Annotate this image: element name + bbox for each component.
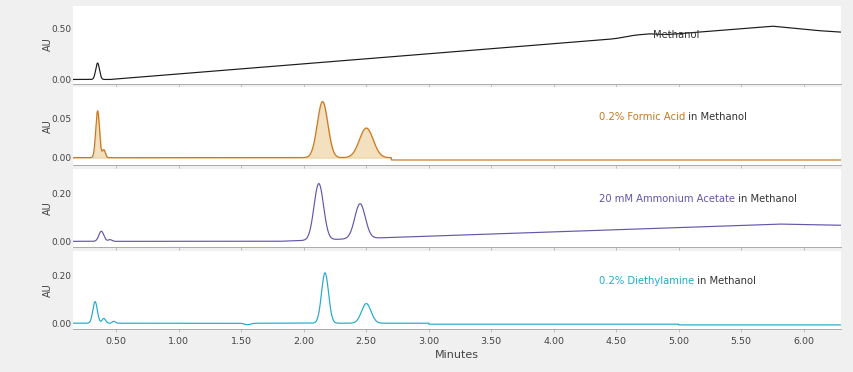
Y-axis label: AU: AU: [44, 283, 53, 297]
Y-axis label: AU: AU: [44, 119, 53, 133]
Text: 0.2% Formic Acid: 0.2% Formic Acid: [599, 112, 685, 122]
Text: Methanol: Methanol: [653, 30, 699, 40]
Text: in Methanol: in Methanol: [685, 112, 746, 122]
Text: 0.2% Diethylamine: 0.2% Diethylamine: [599, 276, 693, 286]
X-axis label: Minutes: Minutes: [434, 350, 479, 360]
Y-axis label: AU: AU: [44, 38, 53, 51]
Text: in Methanol: in Methanol: [734, 194, 796, 204]
Y-axis label: AU: AU: [44, 202, 53, 215]
Text: in Methanol: in Methanol: [693, 276, 755, 286]
Text: 20 mM Ammonium Acetate: 20 mM Ammonium Acetate: [599, 194, 734, 204]
